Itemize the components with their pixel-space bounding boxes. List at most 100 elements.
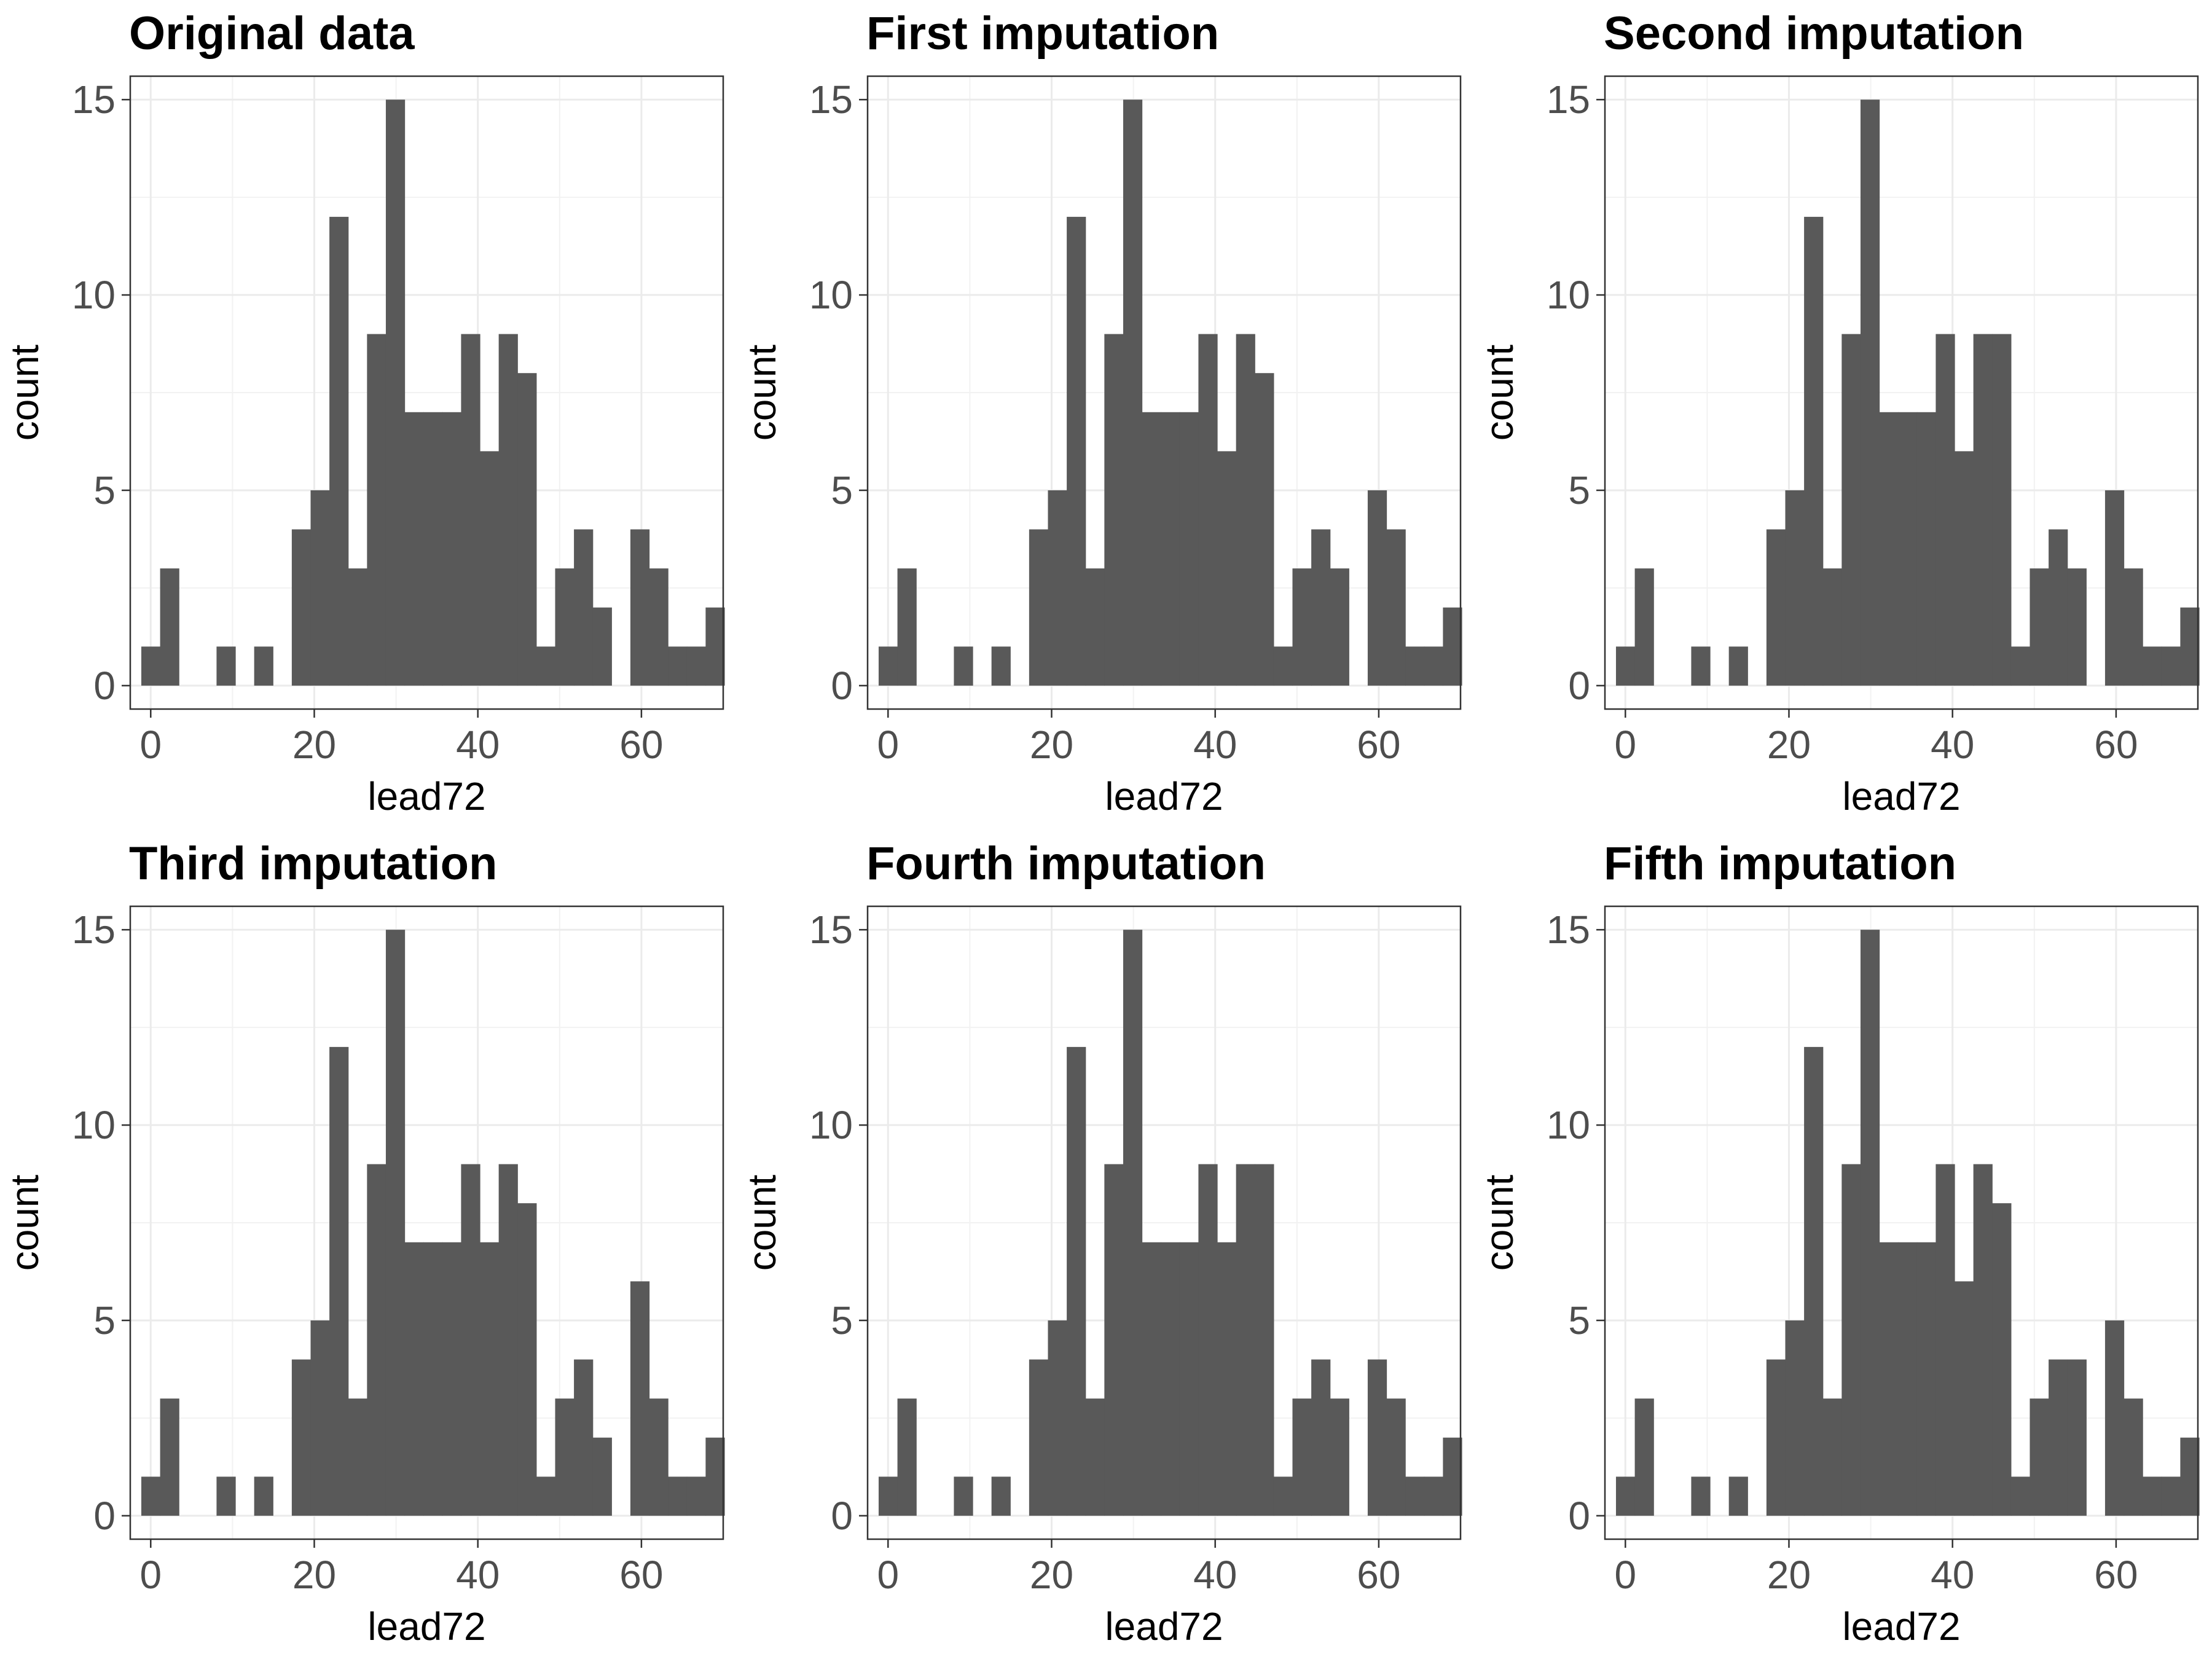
histogram-bar <box>1936 1164 1955 1516</box>
x-tick-label: 20 <box>1030 723 1073 767</box>
x-tick-label: 20 <box>292 723 336 767</box>
histogram-bar <box>2180 1437 2200 1516</box>
y-tick-label: 0 <box>1568 1494 1590 1538</box>
histogram-bar <box>1766 1359 1786 1516</box>
histogram-bar <box>1161 412 1180 686</box>
histogram-bar <box>1860 930 1880 1516</box>
histogram-bar <box>1198 1164 1218 1516</box>
y-tick-label: 5 <box>1568 468 1590 512</box>
histogram-bar <box>2124 1398 2143 1516</box>
histogram-bar <box>461 1164 480 1516</box>
histogram-bar <box>480 451 500 686</box>
y-tick-label: 0 <box>93 664 116 708</box>
histogram-bar <box>991 646 1011 686</box>
histogram-bar <box>1217 451 1237 686</box>
histogram-bar <box>1085 568 1105 686</box>
histogram-bar <box>2124 568 2143 686</box>
histogram-bar <box>1443 1437 1462 1516</box>
histogram-bar <box>480 1242 500 1516</box>
histogram-bar <box>1161 1242 1180 1516</box>
panel-border <box>129 75 724 710</box>
panel-title: Fifth imputation <box>1604 837 1956 890</box>
x-tick-label: 60 <box>1357 723 1400 767</box>
x-tick-label: 40 <box>1193 723 1237 767</box>
y-axis-label: count <box>2 1175 47 1271</box>
histogram-bar <box>1104 1164 1124 1516</box>
histogram-bar <box>1424 646 1443 686</box>
histogram-bar <box>216 1477 236 1516</box>
x-axis-label: lead72 <box>1842 1604 1960 1649</box>
histogram-bar <box>2161 646 2181 686</box>
histogram-bar <box>385 100 406 686</box>
histogram-bar <box>291 1359 312 1516</box>
histogram-bar <box>1898 1242 1918 1516</box>
histogram-bar <box>385 930 406 1516</box>
histogram-bar <box>2010 646 2031 686</box>
panel-6: 0 20 40 60 0 5 10 15 Fifth imputation lead72 count <box>1477 837 2200 1649</box>
histogram-bar <box>1973 334 1993 686</box>
y-tick-label: 15 <box>809 77 853 122</box>
histogram-bar <box>1217 1242 1237 1516</box>
histogram-bar <box>1273 646 1293 686</box>
panel-title: Third imputation <box>129 837 497 890</box>
x-axis-label: lead72 <box>1105 774 1223 818</box>
histogram-bar <box>878 1477 898 1516</box>
histogram-bar <box>1292 1398 1312 1516</box>
y-tick-label: 5 <box>1568 1298 1590 1343</box>
panel-border <box>1604 75 2199 710</box>
histogram-bar <box>2030 1398 2049 1516</box>
histogram-bar <box>897 568 917 686</box>
histogram-bar <box>991 1477 1011 1516</box>
histogram-bar <box>1179 1242 1199 1516</box>
histogram-bar <box>878 646 898 686</box>
histogram-bar <box>536 1477 556 1516</box>
histogram-bar <box>329 216 349 686</box>
histogram-bar <box>404 1242 424 1516</box>
histogram-bar <box>1841 334 1861 686</box>
histogram-bar <box>1955 1281 1974 1516</box>
histogram-bar <box>1766 529 1786 686</box>
y-axis-label: count <box>1477 1175 1521 1271</box>
histogram-bar <box>1785 490 1805 686</box>
histogram-bar <box>1236 334 1255 686</box>
histogram-bar <box>517 1203 537 1516</box>
histogram-bar <box>1311 1359 1331 1516</box>
panel-title: First imputation <box>866 7 1219 60</box>
panel-border <box>129 905 724 1540</box>
histogram-bar <box>1123 930 1143 1516</box>
y-tick-label: 15 <box>809 908 853 952</box>
x-tick-label: 60 <box>619 723 663 767</box>
histogram-bar <box>536 646 556 686</box>
histogram-bar <box>216 646 236 686</box>
x-tick-label: 40 <box>1931 723 1974 767</box>
histogram-bar <box>1367 1359 1387 1516</box>
histogram-bar <box>141 646 161 686</box>
panel-border <box>866 75 1462 710</box>
histogram-bar <box>254 646 273 686</box>
histogram-bar <box>2180 607 2200 686</box>
x-tick-label: 0 <box>1614 1553 1636 1597</box>
histogram-bar <box>160 568 179 686</box>
histogram-bar <box>461 334 480 686</box>
histogram-bar <box>1916 412 1937 686</box>
histogram-bar <box>1405 646 1425 686</box>
histogram-bar <box>1311 529 1331 686</box>
panel-1: 0 20 40 60 0 5 10 15 Original data lead72 count <box>2 7 725 818</box>
histogram-bar <box>498 1164 518 1516</box>
histogram-bar <box>1785 1320 1805 1516</box>
y-tick-label: 10 <box>1547 273 1590 317</box>
histogram-bar <box>1728 1477 1748 1516</box>
histogram-bar <box>2049 529 2068 686</box>
histogram-bar <box>574 1359 594 1516</box>
histogram-bar <box>1691 646 1711 686</box>
panel-2: 0 20 40 60 0 5 10 15 First imputation lead72 count <box>740 7 1462 818</box>
y-tick-label: 15 <box>72 908 116 952</box>
y-axis-label: count <box>740 1175 784 1271</box>
histogram-bar <box>1386 529 1406 686</box>
histogram-bar <box>2143 1477 2162 1516</box>
histogram-bar <box>1236 1164 1255 1516</box>
histogram-bar <box>1048 490 1067 686</box>
x-tick-label: 0 <box>1614 723 1636 767</box>
x-tick-label: 20 <box>1030 1553 1073 1597</box>
histogram-bar <box>649 1398 669 1516</box>
